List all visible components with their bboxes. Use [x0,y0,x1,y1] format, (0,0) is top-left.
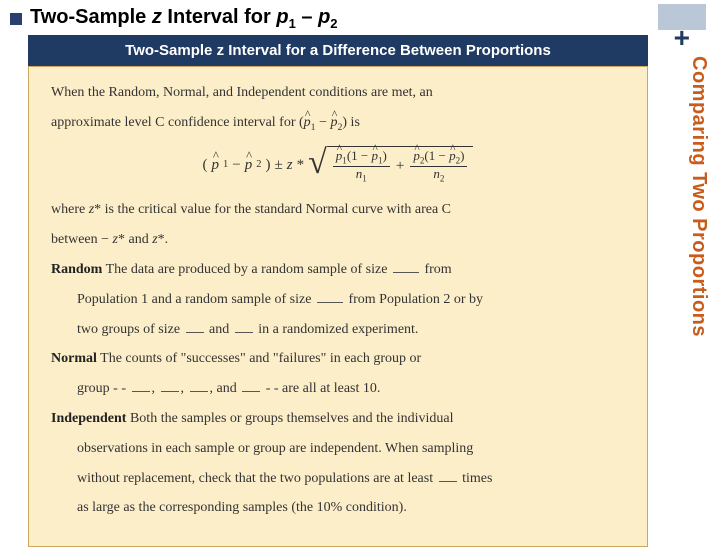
where-line-1: where z* is the critical value for the s… [51,198,625,222]
na: The counts of "successes" and "failures"… [97,351,421,366]
slide-title-row: Two-Sample z Interval for p1 – p2 [0,0,720,35]
f1nc: p [371,149,378,164]
title-dash: – [296,6,318,28]
n2b: , [152,381,159,396]
blank-random-n1 [393,260,419,273]
blank-group-1 [186,320,204,333]
indep-line-2: observations in each sample or group are… [51,437,625,461]
phat1: p [304,111,311,135]
indep-label: Independent [51,411,126,426]
blank-count-4 [242,380,260,393]
frac-2: p2(1 − p2) n2 [410,149,467,184]
w2s2: * [158,232,165,247]
f-p1: p [212,153,220,179]
title-z: z [152,6,162,28]
normal-label: Normal [51,351,97,366]
f1nb: (1 − [347,148,372,163]
r2a: Population 1 and a random sample of size [77,292,315,307]
title-sub1: 1 [289,16,296,31]
f2na: p [413,149,420,164]
f-s1: 1 [223,156,228,174]
title-mid: Interval for [162,6,276,28]
w2c: . [165,232,169,247]
content-banner: Two-Sample z Interval for a Difference B… [28,35,648,66]
f2nc: p [449,149,456,164]
normal-line-2: group - - , , , and - - are all at least… [51,377,625,401]
blank-count-3 [190,380,208,393]
n2e: - - are all at least 10. [262,381,380,396]
blank-random-n2 [317,290,343,303]
intro-line-2: approximate level C confidence interval … [51,111,625,136]
w1a: where [51,202,89,217]
f-star: * [297,153,305,179]
blank-count-1 [132,380,150,393]
f1nd: ) [383,148,387,163]
content-panel: When the Random, Normal, and Independent… [28,66,648,547]
w1b: is the critical value for the standard N… [101,202,451,217]
title-prefix: Two-Sample [30,6,152,28]
f-z: z [287,153,293,179]
n2a: group - - [77,381,130,396]
w2a: between − [51,232,113,247]
indep-line-3: without replacement, check that the two … [51,467,625,491]
f1ds: 1 [362,174,367,184]
phat2: p [330,111,337,135]
w2b: and [125,232,152,247]
radical-icon: √ [308,148,327,179]
r3c: in a randomized experiment. [255,322,419,337]
ia: Both the samples or groups themselves an… [126,411,453,426]
f-lp: ( [203,153,208,179]
title-bullet-icon [10,13,22,25]
f2nb: (1 − [424,148,449,163]
where-line-2: between − z* and z*. [51,228,625,252]
random-line-2: Population 1 and a random sample of size… [51,288,625,312]
f-rp: ) [266,153,271,179]
title-sub2: 2 [330,16,337,31]
indep-line-4: as large as the corresponding samples (t… [51,496,625,520]
title-p1: p [276,6,288,28]
rb: from [421,262,452,277]
confidence-interval-formula: (p1 − p2) ± z* √ p1(1 − p1) n1 + p2(1 − … [51,146,625,184]
f-pm: ± [275,153,283,179]
w2s1: * [118,232,125,247]
sqrt-expression: √ p1(1 − p1) n1 + p2(1 − p2) n2 [308,146,473,184]
n2c: , [181,381,188,396]
n2d: , and [210,381,241,396]
normal-condition: Normal The counts of "successes" and "fa… [51,347,625,371]
f2nd: ) [460,148,464,163]
ra: The data are produced by a random sample… [102,262,391,277]
r2b: from Population 2 or by [345,292,483,307]
plus-icon: + [674,24,690,52]
title-p2: p [318,6,330,28]
blank-times [439,469,457,482]
f1na: p [336,149,343,164]
intro-line-1: When the Random, Normal, and Independent… [51,81,625,105]
f-p2: p [245,153,253,179]
f-minus: − [232,153,240,179]
blank-group-2 [235,320,253,333]
slide-title: Two-Sample z Interval for p1 – p2 [30,6,338,31]
blank-count-2 [161,380,179,393]
f-plus: + [396,154,404,180]
r3a: two groups of size [77,322,184,337]
i3b: times [459,471,493,486]
intro2a: approximate level C confidence interval … [51,115,304,130]
random-condition: Random The data are produced by a random… [51,258,625,282]
independent-condition: Independent Both the samples or groups t… [51,407,625,431]
f-s2: 2 [256,156,261,174]
i3a: without replacement, check that the two … [77,471,437,486]
random-label: Random [51,262,102,277]
random-line-3: two groups of size and in a randomized e… [51,318,625,342]
section-side-label: Comparing Two Proportions [687,56,710,337]
r3b: and [206,322,233,337]
f2ds: 2 [440,174,445,184]
frac-1: p1(1 − p1) n1 [333,149,390,184]
intro2b: ) is [342,115,360,130]
phat1-sub: 1 [311,122,316,133]
